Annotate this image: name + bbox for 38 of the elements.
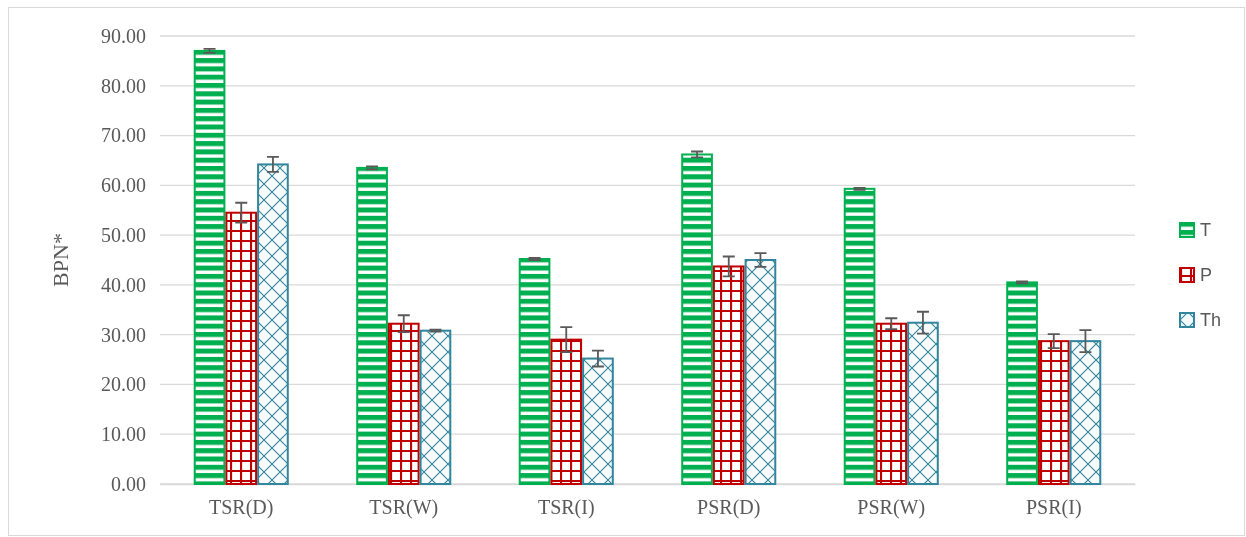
legend-label: P	[1200, 265, 1213, 285]
bar	[193, 49, 226, 485]
bar	[257, 163, 289, 485]
x-tick-label: TSR(W)	[369, 496, 439, 520]
bar	[225, 211, 258, 485]
bar	[907, 321, 939, 485]
x-tick-label: PSR(W)	[857, 496, 926, 520]
y-tick-label: 40.00	[101, 273, 146, 296]
bar	[1069, 340, 1102, 485]
x-tick-label: TSR(D)	[209, 496, 274, 520]
bar	[419, 329, 452, 485]
y-tick-label: 60.00	[101, 174, 146, 197]
y-tick-label: 10.00	[101, 423, 146, 446]
y-tick-label: 50.00	[101, 224, 146, 247]
bar	[1006, 281, 1038, 485]
x-tick-label: PSR(D)	[697, 496, 761, 520]
bar	[681, 153, 713, 485]
bar	[843, 187, 876, 485]
y-tick-label: 90.00	[101, 24, 146, 47]
y-axis-title: BPN*	[48, 233, 73, 287]
y-tick-label: 0.00	[111, 472, 146, 495]
bar	[550, 338, 583, 485]
y-tick-label: 20.00	[101, 373, 146, 396]
legend-label: Th	[1200, 310, 1222, 330]
bar	[1037, 340, 1070, 485]
y-tick-label: 80.00	[101, 74, 146, 97]
bar	[518, 258, 551, 485]
bar	[712, 265, 745, 485]
y-tick-label: 70.00	[101, 124, 146, 147]
legend-label: T	[1200, 220, 1211, 240]
bar	[356, 166, 388, 485]
y-tick-label: 30.00	[101, 323, 146, 346]
bar	[744, 259, 777, 485]
bar	[387, 322, 420, 485]
x-tick-label: PSR(I)	[1025, 496, 1082, 520]
x-tick-label: TSR(I)	[537, 496, 595, 520]
bar	[582, 357, 614, 485]
bar	[875, 322, 908, 485]
